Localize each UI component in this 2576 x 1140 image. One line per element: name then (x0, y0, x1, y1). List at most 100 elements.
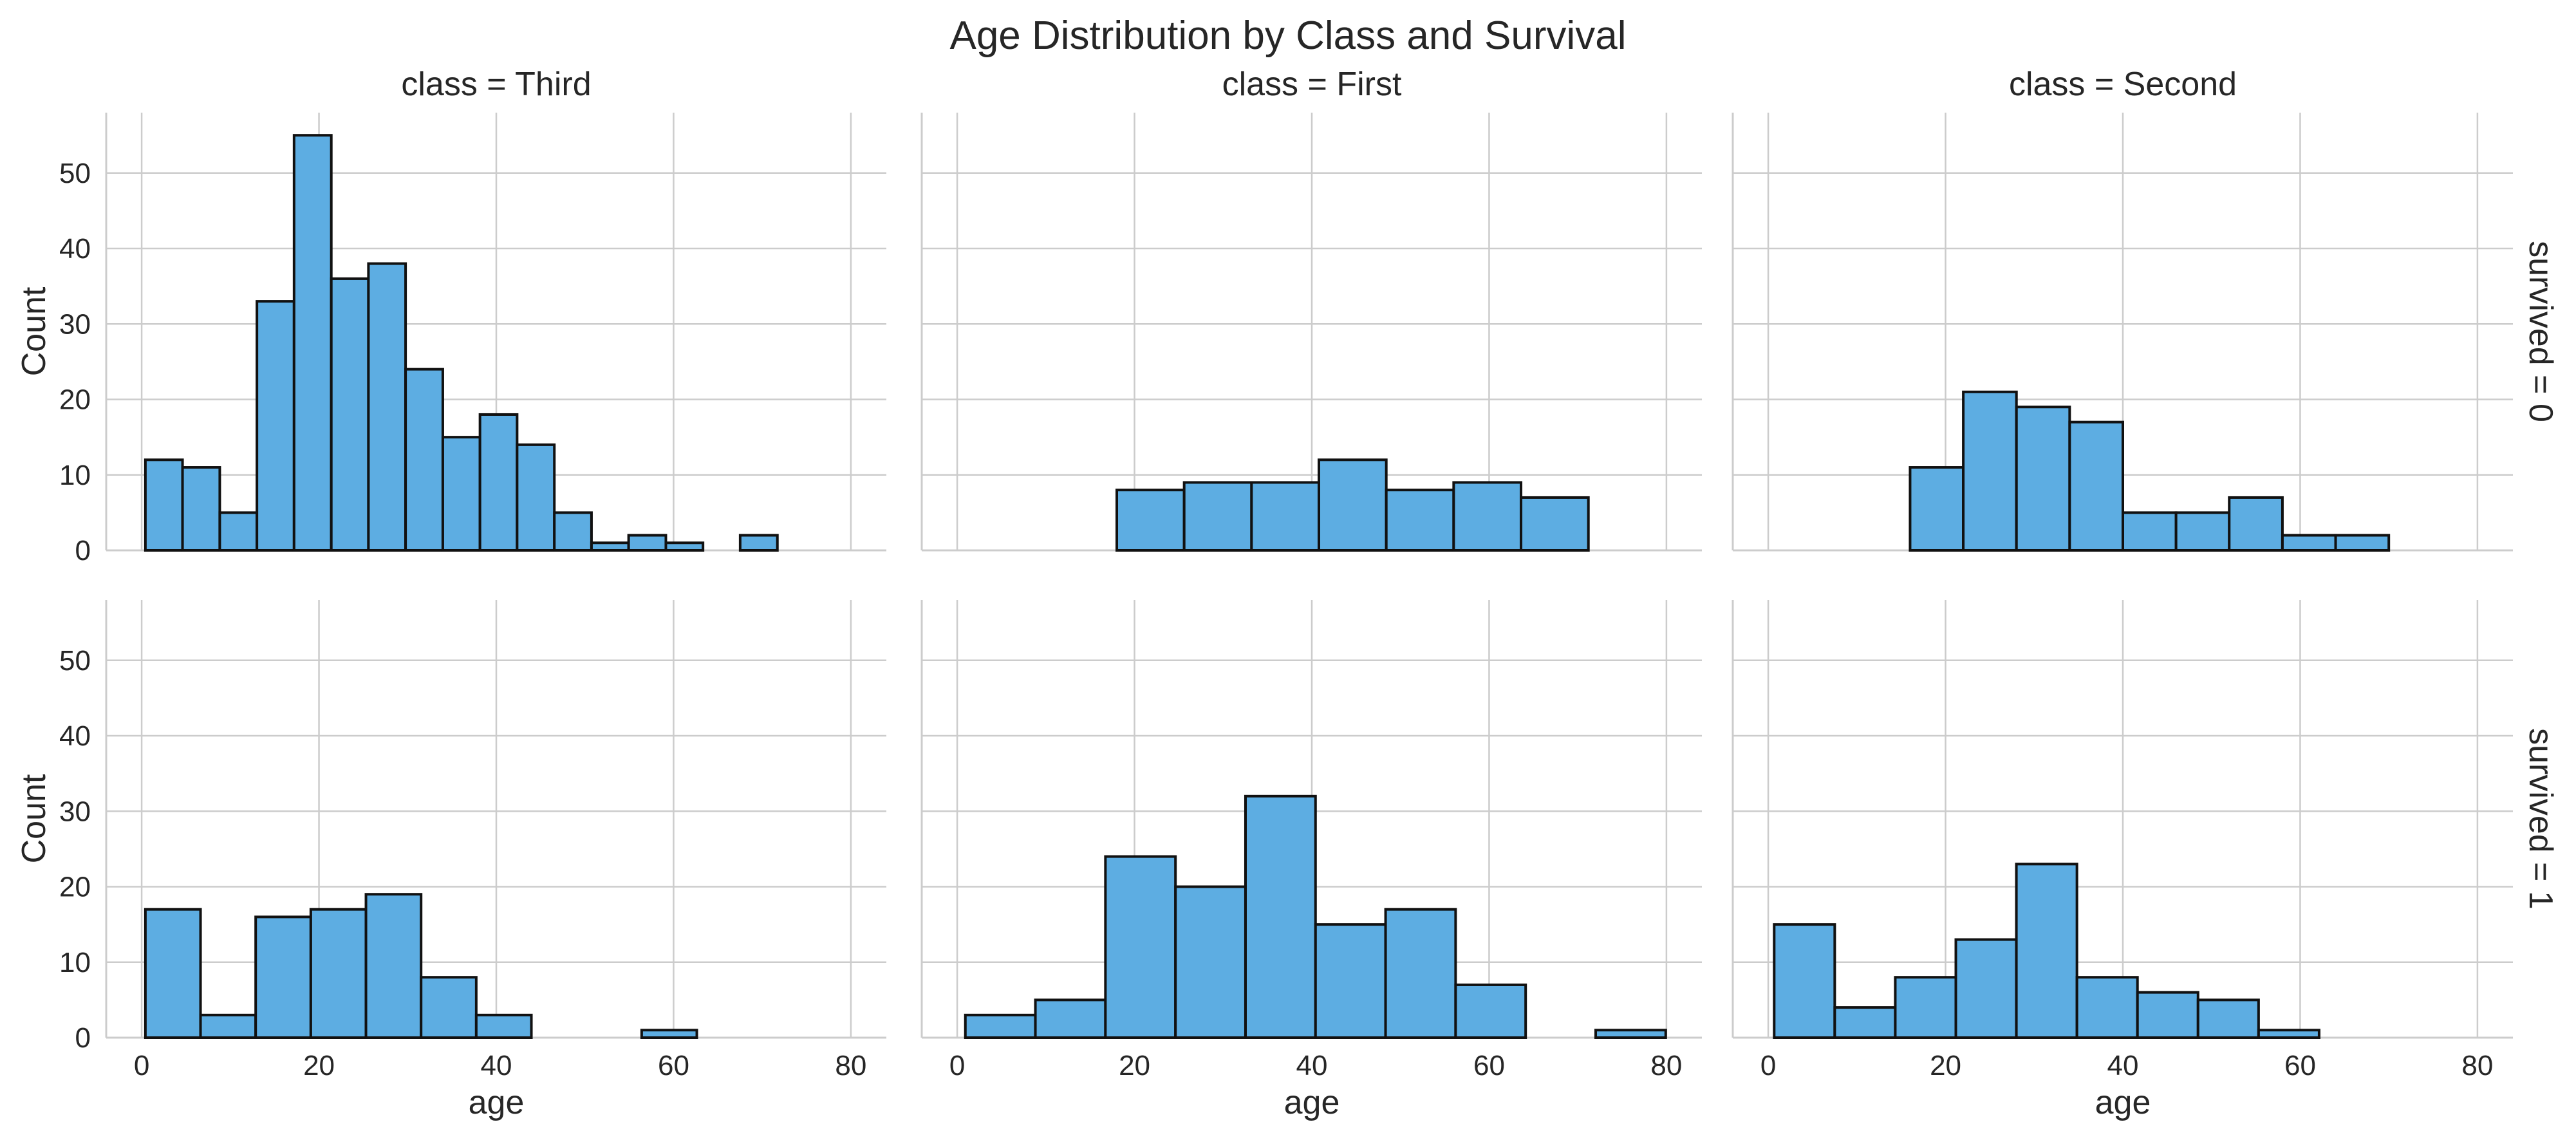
column-title: class = Second (2009, 66, 2237, 103)
panel-0-1: class = First (920, 66, 1702, 552)
histogram-bar (590, 541, 630, 552)
histogram-bar (1244, 794, 1317, 1040)
panel-1-0: 0 10 20 30 40 50 Count 0 20 40 60 80 age (15, 600, 886, 1121)
x-tick-label: 20 (303, 1050, 335, 1081)
histogram-bar (441, 436, 481, 552)
histogram-bar (404, 368, 444, 552)
x-axis-label: age (2095, 1084, 2151, 1121)
x-tick-label: 80 (835, 1050, 866, 1081)
histogram-bar (144, 908, 202, 1040)
x-tick-label: 20 (1930, 1050, 1961, 1081)
histogram-bar (738, 534, 779, 552)
y-tick-label: 50 (59, 645, 91, 677)
histogram-bar (2281, 534, 2337, 552)
y-axis-label: Count (15, 774, 53, 863)
y-tick-label: 10 (59, 947, 91, 978)
histogram-bar (2122, 511, 2178, 552)
histogram-bar (292, 134, 333, 552)
histogram-bar (420, 976, 478, 1040)
histogram-bar (1182, 481, 1253, 552)
histogram-bar (1773, 923, 1836, 1040)
panel-0-0: 0 10 20 30 40 50 Count class = Third (15, 66, 886, 566)
x-tick-label: 0 (1760, 1050, 1776, 1081)
histogram-bar (1833, 1006, 1897, 1039)
histogram-bar (1250, 481, 1321, 552)
histogram-bar (330, 277, 370, 552)
y-tick-label: 30 (59, 308, 91, 340)
histogram-bar (1314, 923, 1387, 1040)
histogram-bar (2228, 496, 2284, 552)
facet-panels: 0 10 20 30 40 50 Count class = Third class = Fir… (15, 66, 2559, 1121)
histogram-bar (2015, 863, 2078, 1040)
histogram-bar (2068, 420, 2124, 552)
x-tick-label: 20 (1119, 1050, 1150, 1081)
y-tick-label: 20 (59, 384, 91, 416)
histogram-bar (1962, 390, 2018, 552)
figure-title: Age Distribution by Class and Survival (949, 14, 1626, 58)
x-tick-label: 40 (2107, 1050, 2139, 1081)
panel-0-2: class = Second survived = 0 (1731, 66, 2559, 552)
histogram-bar (1385, 489, 1455, 552)
column-title: class = Third (401, 66, 591, 103)
histogram-bar (367, 262, 407, 552)
histogram-bar (1384, 908, 1457, 1040)
histogram-bar (2174, 511, 2231, 552)
histogram-bar (218, 511, 259, 552)
panel-1-1: 0 20 40 60 80 age (920, 600, 1702, 1121)
histogram-bar (199, 1013, 257, 1040)
x-tick-label: 60 (658, 1050, 689, 1081)
histogram-bar (256, 300, 295, 552)
histogram-bar (2334, 534, 2391, 552)
histogram-bar (1954, 938, 2018, 1039)
histogram-bar (516, 443, 556, 552)
row-title: survived = 1 (2522, 728, 2559, 910)
histogram-bar (1452, 481, 1523, 552)
histogram-bar (1318, 458, 1388, 552)
histogram-bar (2015, 406, 2071, 552)
y-tick-label: 40 (59, 720, 91, 752)
histogram-bar (640, 1029, 698, 1040)
x-tick-label: 80 (1650, 1050, 1682, 1081)
histogram-bar (1520, 496, 1590, 552)
y-tick-label: 50 (59, 158, 91, 189)
x-tick-label: 40 (481, 1050, 512, 1081)
y-tick-label: 0 (75, 1022, 91, 1054)
histogram-bar (478, 413, 519, 552)
y-tick-label: 10 (59, 460, 91, 491)
x-axis-label: age (469, 1084, 525, 1121)
histogram-bar (1454, 983, 1527, 1039)
x-tick-label: 80 (2461, 1050, 2493, 1081)
histogram-bar (1174, 885, 1247, 1039)
histogram-bar (964, 1013, 1037, 1040)
panel-1-2: 0 20 40 60 80 age survived = 1 (1731, 600, 2559, 1121)
histogram-bar (553, 511, 593, 552)
histogram-bar (1034, 998, 1107, 1039)
column-title: class = First (1222, 66, 1402, 103)
y-tick-label: 0 (75, 535, 91, 566)
histogram-bar (2257, 1029, 2320, 1040)
histogram-bar (2075, 976, 2139, 1040)
histogram-bar (1594, 1029, 1667, 1040)
histogram-bar (309, 908, 368, 1040)
x-tick-label: 60 (2284, 1050, 2316, 1081)
y-tick-label: 20 (59, 872, 91, 903)
histogram-bar (2136, 991, 2199, 1039)
y-tick-label: 40 (59, 233, 91, 265)
histogram-bar (627, 534, 667, 552)
y-axis-label: Count (15, 286, 53, 376)
histogram-bar (2196, 998, 2260, 1039)
histogram-bar (1115, 489, 1186, 552)
histogram-bar (664, 541, 705, 552)
y-tick-label: 30 (59, 796, 91, 827)
histogram-bar (1909, 466, 1965, 552)
histogram-bar (144, 458, 184, 552)
x-axis-label: age (1284, 1084, 1340, 1121)
x-tick-label: 40 (1296, 1050, 1328, 1081)
x-tick-label: 0 (134, 1050, 149, 1081)
histogram-bar (181, 466, 221, 552)
histogram-bar (364, 893, 423, 1039)
x-tick-label: 60 (1473, 1050, 1505, 1081)
histogram-bar (254, 915, 312, 1040)
x-tick-label: 0 (949, 1050, 965, 1081)
histogram-bar (1894, 976, 1957, 1040)
